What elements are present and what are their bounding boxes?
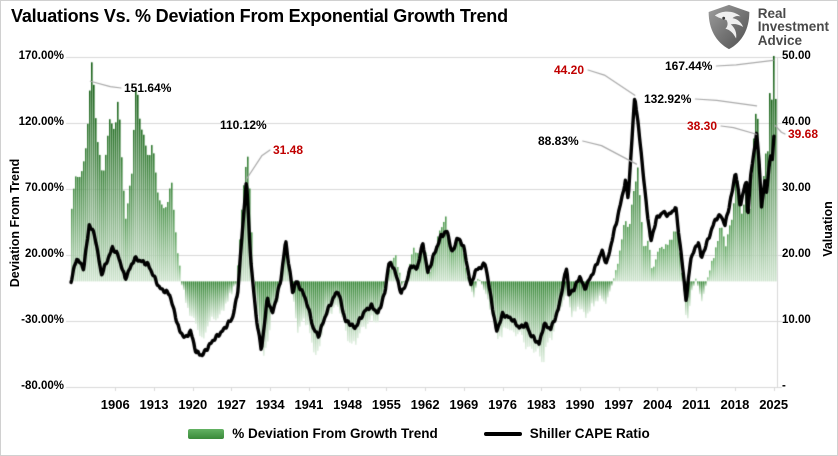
chart-title: Valuations Vs. % Deviation From Exponent… [11, 6, 508, 26]
x-tick: 1906 [100, 397, 130, 412]
annotation-label: 167.44% [665, 59, 713, 73]
annotation-label: 88.83% [538, 134, 579, 148]
x-tick: 2011 [682, 397, 711, 412]
brand-line-3: Advice [757, 32, 802, 48]
x-tick: 1990 [565, 397, 595, 412]
y-right-tick: 40.00 [782, 116, 811, 128]
annotation-label: 44.20 [554, 63, 585, 77]
y-left-tick: 120.00% [18, 116, 64, 128]
legend-item-deviation: % Deviation From Growth Trend [188, 426, 438, 441]
x-tick: 1997 [604, 397, 634, 412]
annotation-label: 110.12% [220, 118, 267, 132]
x-tick: 1934 [255, 397, 285, 412]
x-tick: 1927 [216, 397, 246, 412]
x-tick: 1913 [139, 397, 169, 412]
y-right-tick: 50.00 [782, 50, 811, 62]
annotation-label: 132.92% [644, 92, 692, 106]
legend-item-cape: Shiller CAPE Ratio [483, 426, 650, 441]
x-tick: 1969 [449, 397, 479, 412]
y-left-tick: -30.00% [21, 314, 64, 326]
cape-series-swatch [483, 431, 522, 436]
x-tick: 1962 [410, 397, 440, 412]
y-left-tick: 20.00% [24, 248, 64, 260]
y-right-tick: 10.00 [782, 314, 811, 326]
y-axis-left-title: Deviation From Trend [8, 158, 22, 288]
y-right-tick: 30.00 [782, 182, 811, 194]
x-tick: 2004 [643, 397, 672, 412]
brand-line-1: Real [757, 5, 787, 21]
eagle-shield-icon [708, 4, 750, 50]
brand-logo: Real Investment Advice [706, 4, 829, 50]
legend: % Deviation From Growth Trend Shiller CA… [1, 426, 837, 441]
x-tick: 1920 [178, 397, 208, 412]
x-tick: 2025 [759, 397, 789, 412]
y-left-tick: 170.00% [18, 50, 64, 62]
legend-label-deviation: % Deviation From Growth Trend [232, 426, 438, 441]
brand-line-2: Investment [757, 19, 829, 35]
y-right-tick: 20.00 [782, 248, 811, 260]
x-tick: 1976 [488, 397, 518, 412]
x-tick: 1948 [333, 397, 363, 412]
y-left-tick: -80.00% [21, 380, 64, 392]
y-left-tick: 70.00% [24, 182, 64, 194]
x-tick: 2018 [720, 397, 750, 412]
legend-label-cape: Shiller CAPE Ratio [529, 426, 650, 441]
x-tick: 1983 [526, 397, 556, 412]
annotation-label: 39.68 [788, 127, 819, 141]
deviation-series-swatch [188, 428, 225, 439]
x-tick: 1941 [294, 397, 324, 412]
brand-name: Real Investment Advice [758, 7, 829, 48]
y-right-tick: - [782, 380, 786, 392]
annotation-label: 31.48 [273, 143, 304, 157]
annotation-label: 38.30 [687, 119, 718, 133]
x-tick: 1955 [371, 397, 401, 412]
annotation-label: 151.64% [124, 81, 172, 95]
